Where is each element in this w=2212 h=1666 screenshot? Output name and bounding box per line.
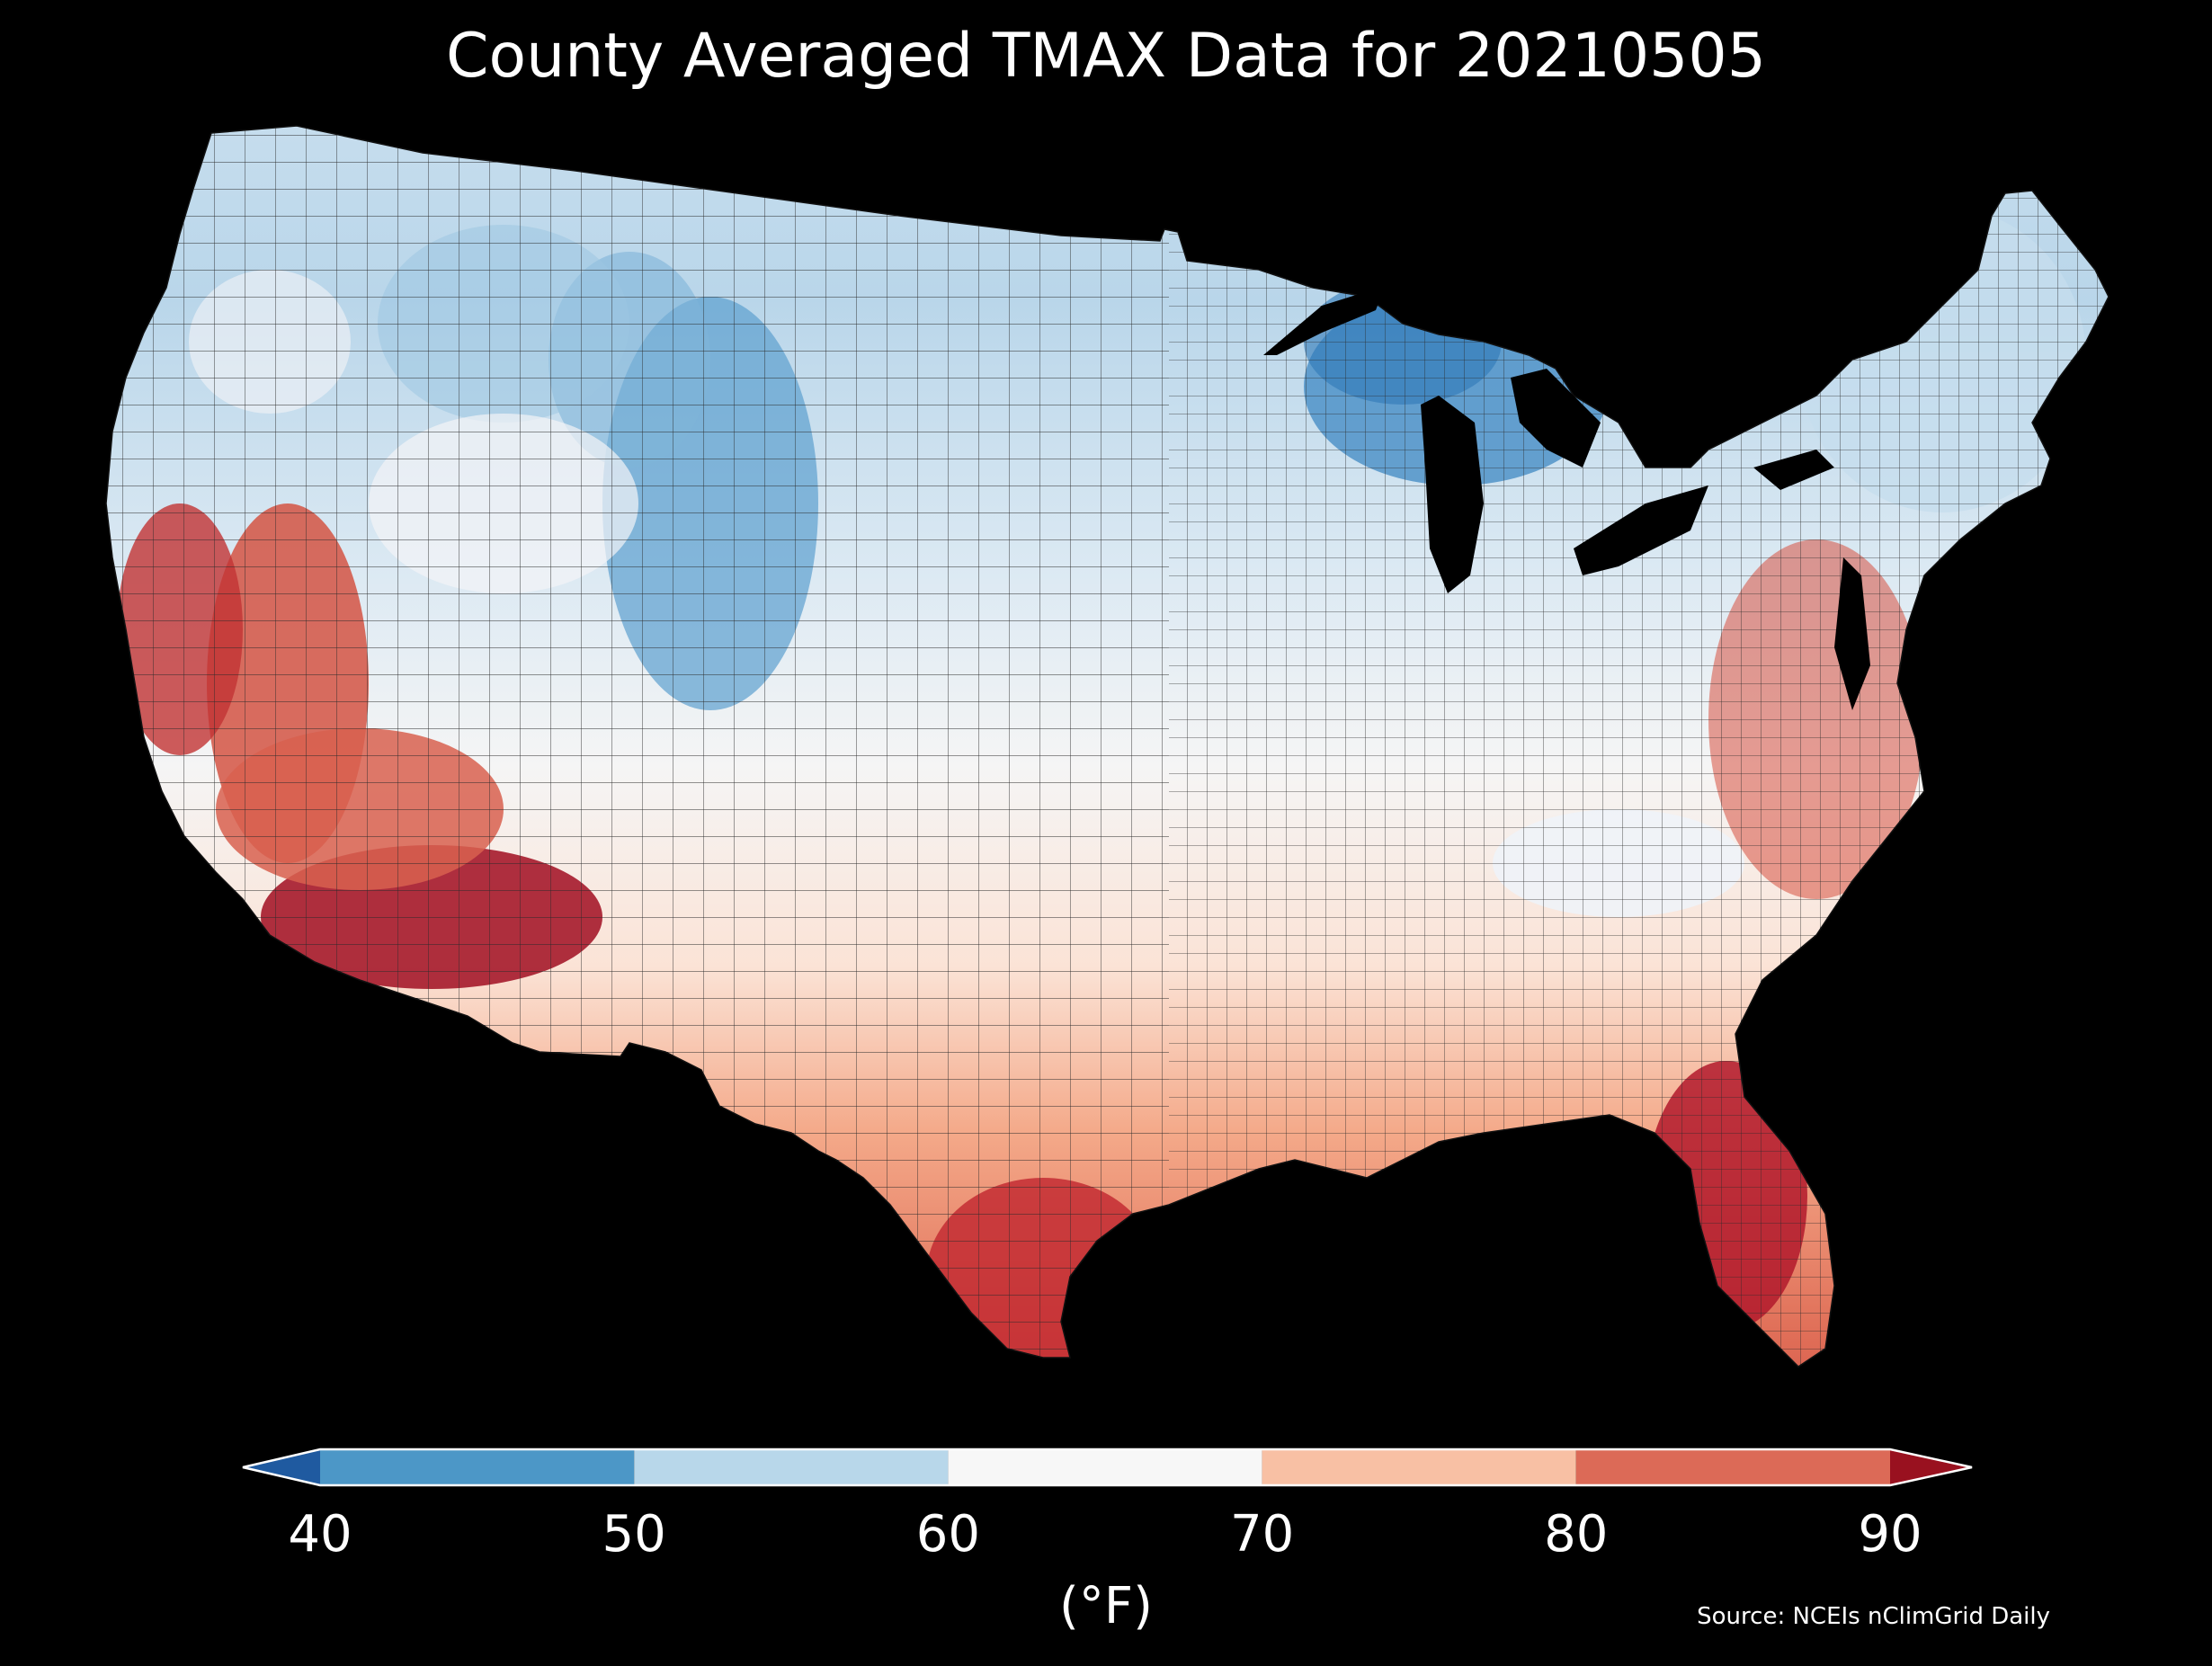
great-lakes (1263, 286, 1870, 710)
colorbar-frame (242, 1448, 1973, 1487)
page-title: County Averaged TMAX Data for 20210505 (446, 21, 1766, 92)
colorbar-bin-0 (320, 1449, 635, 1485)
colorbar-bin-2 (948, 1449, 1262, 1485)
colorbar-unit-label: (°F) (1059, 1577, 1153, 1635)
colorbar-over-arrow (1890, 1449, 1972, 1485)
us-outline (105, 125, 2109, 1368)
source-note: Source: NCEIs nClimGrid Daily (1697, 1603, 2050, 1630)
colorbar-bin-3 (1262, 1449, 1576, 1485)
colorbar-bin-1 (634, 1449, 949, 1485)
colorbar-bin-4 (1575, 1449, 1890, 1485)
colorbar-under-arrow (243, 1449, 320, 1485)
